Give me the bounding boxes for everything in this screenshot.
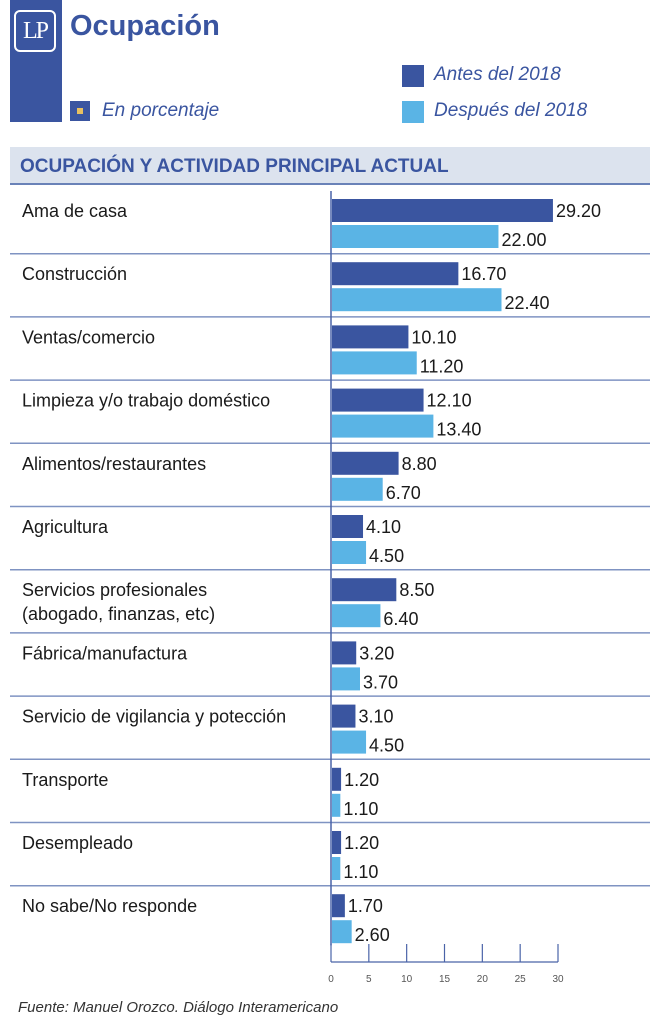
value-label-after: 4.50 <box>369 546 404 566</box>
legend-swatch-after <box>402 101 424 123</box>
value-label-after: 3.70 <box>363 672 398 692</box>
bar-before <box>332 388 424 412</box>
section-title: OCUPACIÓN Y ACTIVIDAD PRINCIPAL ACTUAL <box>20 156 449 177</box>
bar-after <box>332 477 383 501</box>
value-label-after: 4.50 <box>369 736 404 756</box>
bar-after <box>332 288 502 312</box>
x-tick-label: 0 <box>328 974 334 985</box>
row-label: Desempleado <box>22 833 133 853</box>
value-label-before: 1.20 <box>344 770 379 790</box>
logo-band <box>10 0 62 122</box>
unit-marker-icon <box>70 101 90 121</box>
row-label-line: Ventas/comercio <box>22 327 155 347</box>
lp-logo: LP <box>14 10 56 52</box>
row-label: Construcción <box>22 264 127 284</box>
row-label: Ventas/comercio <box>22 327 155 347</box>
value-label-before: 29.20 <box>556 201 601 221</box>
row-label-line: No sabe/No responde <box>22 896 197 916</box>
x-tick-label: 25 <box>515 974 527 985</box>
value-label-after: 1.10 <box>343 799 378 819</box>
source-note: Fuente: Manuel Orozco. Diálogo Interamer… <box>18 999 339 1016</box>
row-label: Fábrica/manufactura <box>22 643 188 663</box>
bar-before <box>332 515 364 538</box>
row-label-line: (abogado, finanzas, etc) <box>22 604 215 624</box>
bar-before <box>332 894 345 918</box>
row-label-line: Construcción <box>22 264 127 284</box>
value-label-before: 10.10 <box>411 327 456 347</box>
row-label: Servicios profesionales (abogado, finanza… <box>22 580 215 624</box>
bar-after <box>332 920 352 944</box>
value-label-after: 22.00 <box>501 230 546 250</box>
value-label-after: 1.10 <box>343 862 378 882</box>
bar-after <box>332 351 417 375</box>
value-label-before: 12.10 <box>427 391 472 411</box>
value-label-after: 11.20 <box>420 356 464 376</box>
value-label-before: 1.20 <box>344 833 379 853</box>
row-label: Transporte <box>22 770 108 790</box>
page-title: Ocupación <box>70 10 220 42</box>
value-label-before: 4.10 <box>366 517 401 537</box>
legend-swatch-before <box>402 65 424 87</box>
value-label-before: 8.80 <box>402 454 437 474</box>
row-label-line: Servicios profesionales <box>22 580 207 600</box>
x-tick-label: 10 <box>401 974 413 985</box>
row-label: Alimentos/restaurantes <box>22 454 206 474</box>
value-label-after: 22.40 <box>504 293 549 313</box>
x-tick-label: 20 <box>477 974 489 985</box>
unit-label: En porcentaje <box>102 100 220 121</box>
x-tick-label: 5 <box>366 974 372 985</box>
bar-before <box>332 704 356 728</box>
bar-before <box>332 451 399 475</box>
row-label: Agricultura <box>22 517 109 537</box>
bar-after <box>332 225 499 248</box>
x-tick-label: 15 <box>439 974 451 985</box>
row-label: No sabe/No responde <box>22 896 197 916</box>
row-label: Limpieza y/o trabajo doméstico <box>22 391 270 411</box>
value-label-after: 6.40 <box>383 609 418 629</box>
bar-before <box>332 578 397 602</box>
bar-before <box>332 199 553 222</box>
bar-before <box>332 262 459 286</box>
value-label-after: 13.40 <box>436 420 481 440</box>
bar-after <box>332 730 367 754</box>
row-label-line: Desempleado <box>22 833 133 853</box>
value-label-before: 1.70 <box>348 896 383 916</box>
row-label-line: Fábrica/manufactura <box>22 643 188 663</box>
bar-before <box>332 831 342 854</box>
bar-after <box>332 857 341 880</box>
bar-after <box>332 541 367 564</box>
section-header: OCUPACIÓN Y ACTIVIDAD PRINCIPAL ACTUAL <box>10 147 650 185</box>
row-label-line: Transporte <box>22 770 108 790</box>
bar-after <box>332 604 381 628</box>
value-label-before: 3.10 <box>358 707 393 727</box>
value-label-after: 2.60 <box>355 925 390 945</box>
value-label-before: 16.70 <box>461 264 506 284</box>
bar-before <box>332 767 342 791</box>
bar-before <box>332 325 409 349</box>
bar-after <box>332 414 434 438</box>
row-label-line: Agricultura <box>22 517 109 537</box>
row-label-line: Ama de casa <box>22 201 128 221</box>
row-label-line: Limpieza y/o trabajo doméstico <box>22 391 270 411</box>
row-label-line: Servicio de vigilancia y potección <box>22 707 286 727</box>
value-label-after: 6.70 <box>386 483 421 503</box>
legend-label-before: Antes del 2018 <box>434 64 561 85</box>
bar-after <box>332 667 360 691</box>
bar-before <box>332 641 357 665</box>
value-label-before: 8.50 <box>399 580 434 600</box>
row-label-line: Alimentos/restaurantes <box>22 454 206 474</box>
x-tick-label: 30 <box>552 974 564 985</box>
row-label: Ama de casa <box>22 201 128 221</box>
row-label: Servicio de vigilancia y potección <box>22 707 286 727</box>
bar-after <box>332 793 341 817</box>
legend-label-after: Después del 2018 <box>434 100 588 121</box>
value-label-before: 3.20 <box>359 643 394 663</box>
